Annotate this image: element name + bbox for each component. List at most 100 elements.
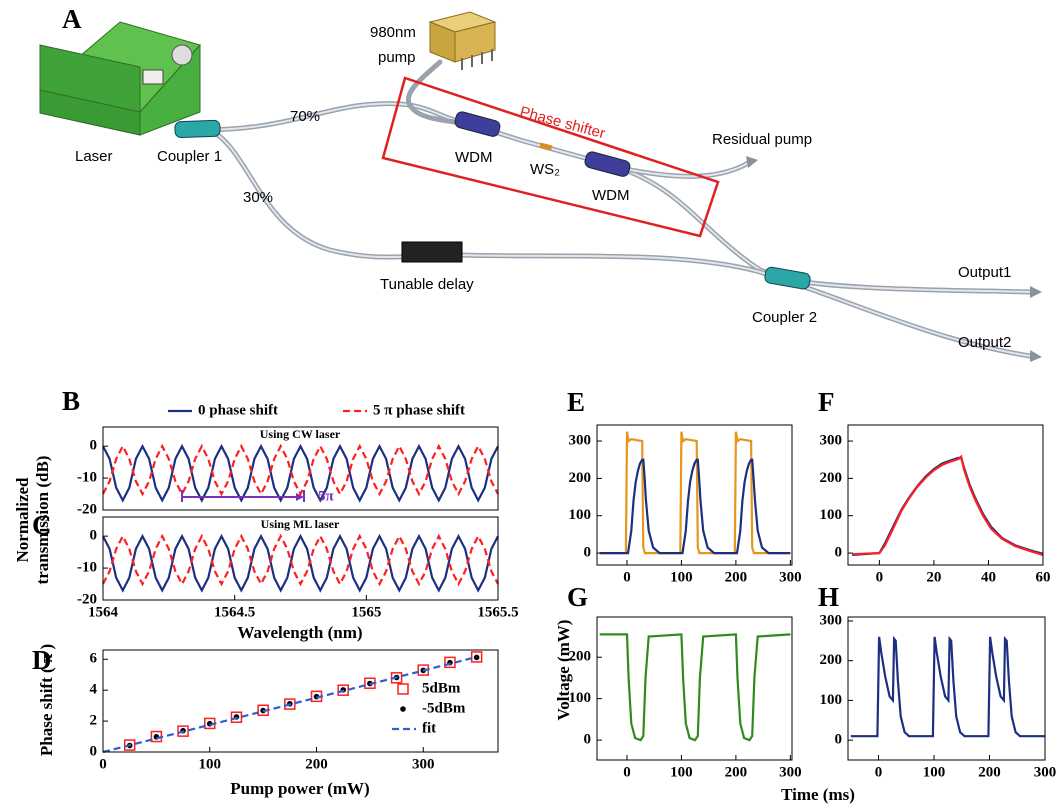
plot-frame — [596, 424, 793, 566]
legend-label: fit — [422, 720, 436, 736]
data-line — [852, 456, 1044, 556]
panel-letter: C — [32, 510, 52, 540]
label: WS₂ — [530, 161, 560, 178]
x-tick-label: 1564.5 — [214, 604, 255, 620]
y-tick-label: 0 — [584, 544, 592, 560]
x-tick-label: 0 — [876, 569, 884, 585]
arrow-head — [746, 156, 758, 168]
y-tick-label: -20 — [77, 591, 97, 607]
data-line — [850, 635, 1045, 738]
arrow-head — [1030, 350, 1042, 362]
y-axis-label: Voltage (mW) — [554, 620, 573, 721]
y-tick-label: 0 — [835, 544, 843, 560]
y-tick-label: -10 — [77, 560, 97, 576]
point — [177, 725, 189, 737]
data-line — [102, 533, 499, 593]
label: Coupler 2 — [752, 309, 817, 326]
wdm — [584, 151, 631, 177]
x-axis-label: Pump power (mW) — [230, 779, 369, 798]
legend-label: -5dBm — [422, 700, 466, 716]
plot-frame — [102, 649, 499, 753]
y-axis-label: transmission (dB) — [33, 456, 52, 585]
y-tick-label: 200 — [820, 652, 843, 668]
x-tick-label: 300 — [1034, 764, 1057, 780]
panel-letter: F — [818, 387, 835, 417]
coupler — [764, 266, 811, 290]
x-tick-label: 300 — [779, 764, 802, 780]
x-tick-label: 100 — [199, 756, 222, 772]
x-tick-label: 100 — [670, 569, 693, 585]
laser-knob — [171, 44, 193, 66]
legend-marker — [400, 706, 406, 712]
data-line — [852, 454, 1044, 556]
label: WDM — [592, 187, 630, 204]
data-line — [102, 533, 499, 587]
x-tick-label: 100 — [670, 764, 693, 780]
legend-label: 5dBm — [422, 680, 461, 696]
x-tick-label: 1565 — [351, 604, 381, 620]
pump-side — [454, 21, 496, 63]
y-tick-label: 0 — [90, 528, 98, 544]
y-tick-label: 0 — [584, 732, 592, 748]
data-line — [102, 655, 477, 754]
y-tick-label: 6 — [90, 651, 98, 667]
laser-front — [39, 89, 141, 136]
label: 980nm — [370, 24, 416, 41]
data-line — [102, 443, 499, 497]
fiber — [209, 129, 1031, 357]
x-tick-label: 200 — [725, 569, 748, 585]
panel-letter: H — [818, 582, 839, 612]
x-tick-label: 300 — [779, 569, 802, 585]
point — [284, 698, 296, 710]
y-tick-label: 300 — [569, 432, 592, 448]
data-line — [599, 458, 791, 555]
x-tick-label: 0 — [623, 569, 631, 585]
y-tick-label: 300 — [820, 612, 843, 628]
legend-marker — [397, 683, 409, 695]
x-tick-label: 200 — [978, 764, 1001, 780]
y-tick-label: 0 — [90, 743, 98, 759]
label: 30% — [243, 189, 273, 206]
y-tick-label: 300 — [820, 432, 843, 448]
y-tick-label: 4 — [90, 682, 98, 698]
y-tick-label: -20 — [77, 501, 97, 517]
point — [123, 739, 136, 751]
label: Laser — [75, 148, 113, 165]
laser-window — [142, 69, 164, 85]
data-line — [599, 431, 791, 555]
annotation: Using ML laser — [261, 517, 340, 531]
ws2-sample — [539, 142, 553, 151]
y-tick-label: 200 — [569, 470, 592, 486]
point — [230, 711, 243, 723]
label: Output2 — [958, 334, 1011, 351]
plot-frame — [847, 424, 1044, 566]
y-tick-label: 100 — [569, 507, 592, 523]
pump-pins — [461, 49, 493, 70]
x-tick-label: 300 — [412, 756, 435, 772]
coupler — [174, 119, 221, 139]
point — [470, 651, 483, 663]
x-tick-label: 0 — [623, 764, 631, 780]
label: Coupler 1 — [157, 148, 222, 165]
annotation: 5π — [318, 488, 335, 504]
x-tick-label: 1564 — [88, 604, 119, 620]
label: 70% — [290, 108, 320, 125]
plot-frame — [102, 426, 499, 511]
panel-letter: D — [32, 645, 52, 675]
x-tick-label: 60 — [1036, 569, 1051, 585]
legend-label: 5 π phase shift — [373, 402, 465, 418]
data-line — [599, 633, 791, 742]
plot-frame — [847, 616, 1046, 761]
fiber — [405, 59, 473, 127]
label: Residual pump — [712, 131, 812, 148]
x-tick-label: 200 — [725, 764, 748, 780]
x-tick-label: 100 — [923, 764, 946, 780]
annotation: Using CW laser — [260, 427, 341, 441]
y-tick-label: 0 — [835, 732, 843, 748]
y-tick-label: 2 — [90, 713, 98, 729]
phase-shifter-box — [381, 76, 720, 238]
y-tick-label: -10 — [77, 470, 97, 486]
tunable-delay — [401, 241, 463, 263]
setup-diagram: A 980nm pump Laser Coupl — [38, 4, 1042, 362]
